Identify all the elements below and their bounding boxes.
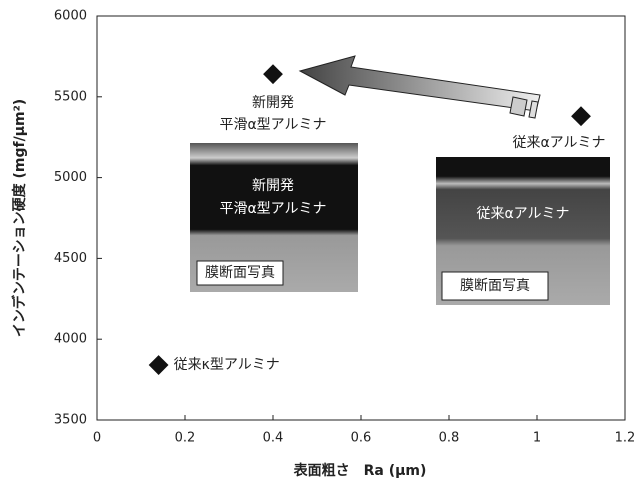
x-tick-label: 1 — [533, 431, 541, 446]
y-tick-label: 5000 — [54, 170, 87, 185]
point — [263, 64, 283, 84]
x-tick-label: 0.2 — [175, 431, 196, 446]
inset-caption: 膜断面写真 — [205, 265, 275, 281]
y-axis-label: インデンテーション硬度 (mgf/μm²) — [11, 99, 28, 337]
x-tick-label: 0.6 — [351, 431, 372, 446]
point — [149, 355, 169, 375]
inset-text: 従来αアルミナ — [476, 206, 569, 222]
chart: 新開発 平滑α型アルミナ 膜断面写真 従来αアルミナ 膜断面写真 表面粗さ Ra… — [0, 0, 636, 491]
y-tick-label: 4500 — [54, 251, 87, 266]
x-tick-label: 0.4 — [263, 431, 284, 446]
y-tick-label: 6000 — [54, 9, 87, 24]
x-tick-label: 1.2 — [615, 431, 636, 446]
arrow-piece — [510, 97, 527, 116]
inset-text: 平滑α型アルミナ — [219, 200, 326, 217]
inset-caption: 膜断面写真 — [460, 278, 530, 294]
point-label: 平滑α型アルミナ — [219, 116, 326, 133]
y-tick-label: 4000 — [54, 332, 87, 347]
x-tick-label: 0 — [93, 431, 101, 446]
inset-text: 新開発 — [252, 178, 294, 194]
point — [571, 106, 591, 126]
point-label: 従来κ型アルミナ — [174, 357, 280, 373]
y-tick-label: 3500 — [54, 413, 87, 428]
point-label: 新開発 — [252, 95, 294, 111]
arrow — [300, 56, 540, 111]
x-axis-label: 表面粗さ Ra (μm) — [293, 462, 427, 479]
x-tick-label: 0.8 — [439, 431, 460, 446]
point-label: 従来αアルミナ — [512, 135, 605, 151]
y-tick-label: 5500 — [54, 89, 87, 104]
